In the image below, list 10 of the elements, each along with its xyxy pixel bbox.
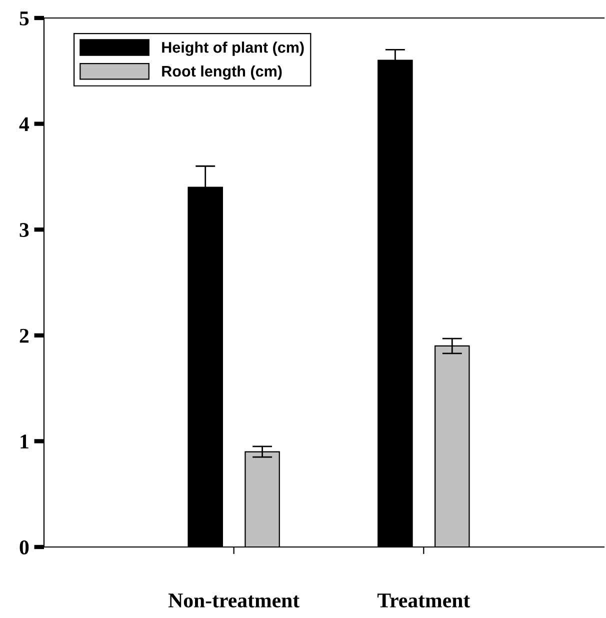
y-tick-label: 4 bbox=[19, 117, 30, 132]
legend-label: Height of plant (cm) bbox=[162, 42, 304, 56]
y-tick-label: 0 bbox=[20, 540, 29, 554]
x-tick-label: Treatment bbox=[378, 594, 470, 608]
y-tick-label: 3 bbox=[20, 223, 29, 238]
x-tick-label: Non-treatment bbox=[168, 594, 300, 608]
y-tick-label: 2 bbox=[20, 328, 29, 343]
y-tick-label: 1 bbox=[20, 434, 28, 448]
legend-label: Root length (cm) bbox=[162, 65, 282, 80]
y-tick-label: 5 bbox=[20, 12, 29, 26]
